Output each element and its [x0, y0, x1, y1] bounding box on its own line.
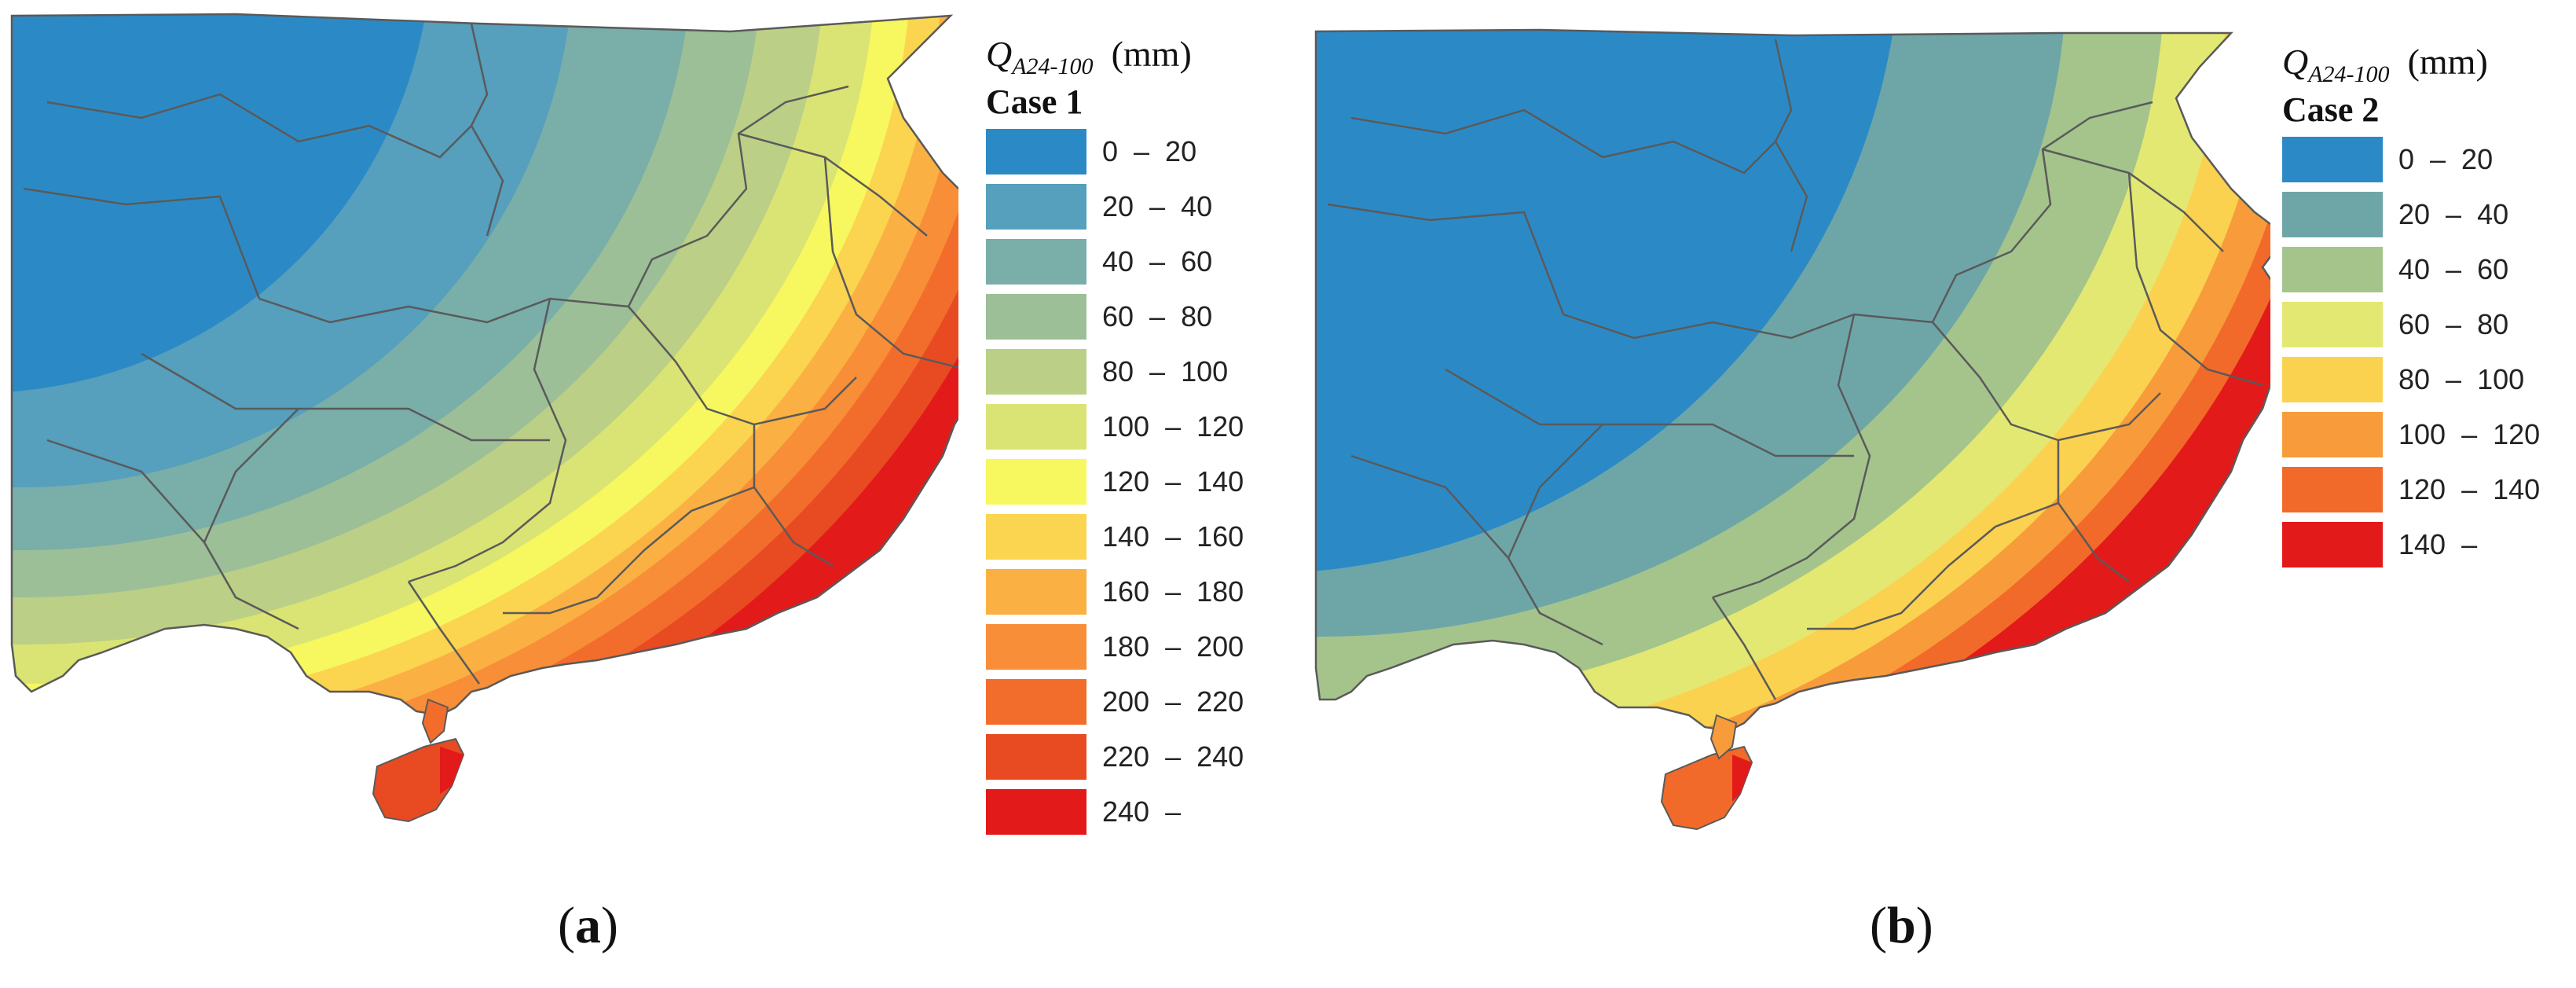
legend-range-label: 0 – 20 — [1102, 135, 1197, 167]
legend-title: QA24-100 (mm) — [986, 34, 1192, 80]
legend-range-label: 0 – 20 — [2398, 143, 2494, 175]
legend-swatch — [2282, 137, 2383, 182]
legend-range-label: 20 – 40 — [2398, 198, 2509, 230]
legend-range-label: 40 – 60 — [1102, 245, 1213, 277]
legend-entry: 180 – 200 — [986, 619, 1244, 674]
legend-range-label: 240 – — [1102, 795, 1182, 828]
legend-swatch — [986, 679, 1086, 725]
legend-entry: 100 – 120 — [986, 399, 1244, 454]
legend-swatch — [986, 239, 1086, 285]
legend-rows: 0 – 20 20 – 40 40 – 60 60 – 80 80 – 100 100 –… — [986, 124, 1244, 839]
legend-swatch — [986, 569, 1086, 615]
legend-entry: 200 – 220 — [986, 674, 1244, 729]
legend-entry: 40 – 60 — [2282, 242, 2540, 297]
legend-swatch — [2282, 412, 2383, 457]
legend-entry: 80 – 100 — [2282, 352, 2540, 407]
legend-range-label: 120 – 140 — [2398, 473, 2541, 505]
legend-range-label: 200 – 220 — [1102, 685, 1244, 718]
legend-range-label: 140 – — [2398, 528, 2478, 560]
legend-range-label: 100 – 120 — [1102, 410, 1244, 443]
rainfall-map-case-2 — [1314, 28, 2270, 831]
legend-range-label: 160 – 180 — [1102, 575, 1244, 608]
legend-entry: 220 – 240 — [986, 729, 1244, 784]
legend-case-label: Case 1 — [986, 83, 1083, 121]
legend-entry: 0 – 20 — [986, 124, 1244, 179]
legend-title: QA24-100 (mm) — [2282, 42, 2488, 88]
legend-swatch — [986, 459, 1086, 505]
legend-swatch — [986, 789, 1086, 835]
legend-entry: 80 – 100 — [986, 344, 1244, 399]
legend-entry: 120 – 140 — [2282, 462, 2540, 517]
panel-b: QA24-100 (mm) Case 2 0 – 20 20 – 40 40 – 6… — [1288, 0, 2576, 988]
legend-swatch — [986, 624, 1086, 670]
legend-range-label: 60 – 80 — [2398, 308, 2509, 340]
legend-entry: 140 – — [2282, 517, 2540, 572]
legend-swatch — [986, 184, 1086, 230]
legend-rows: 0 – 20 20 – 40 40 – 60 60 – 80 80 – 100 100 –… — [2282, 132, 2540, 572]
legend-range-label: 80 – 100 — [1102, 355, 1229, 387]
legend: QA24-100 (mm) Case 1 0 – 20 20 – 40 40 – 6… — [986, 33, 1244, 839]
legend-range-label: 60 – 80 — [1102, 300, 1213, 332]
legend-range-label: 40 – 60 — [2398, 253, 2509, 285]
legend-entry: 20 – 40 — [2282, 187, 2540, 242]
legend-swatch — [2282, 357, 2383, 402]
legend-range-label: 80 – 100 — [2398, 363, 2525, 395]
legend-entry: 140 – 160 — [986, 509, 1244, 564]
panel-a: QA24-100 (mm) Case 1 0 – 20 20 – 40 40 – 6… — [10, 13, 1244, 954]
legend-range-label: 140 – 160 — [1102, 520, 1244, 553]
legend-entry: 240 – — [986, 784, 1244, 839]
rainfall-map-case-1 — [10, 13, 958, 823]
panel-caption: (b) — [1870, 897, 1933, 954]
legend-entry: 60 – 80 — [2282, 297, 2540, 352]
legend-entry: 120 – 140 — [986, 454, 1244, 509]
legend-range-label: 20 – 40 — [1102, 190, 1213, 222]
legend-range-label: 180 – 200 — [1102, 630, 1244, 663]
legend-entry: 20 – 40 — [986, 179, 1244, 234]
legend-swatch — [2282, 192, 2383, 237]
legend-swatch — [986, 349, 1086, 395]
legend-swatch — [2282, 467, 2383, 512]
legend-range-label: 220 – 240 — [1102, 740, 1244, 773]
legend-swatch — [2282, 247, 2383, 292]
legend-case-label: Case 2 — [2282, 90, 2380, 129]
legend-entry: 100 – 120 — [2282, 407, 2540, 462]
legend-range-label: 100 – 120 — [2398, 418, 2541, 450]
legend-swatch — [2282, 302, 2383, 347]
legend-swatch — [986, 514, 1086, 560]
legend-swatch — [986, 734, 1086, 780]
legend-swatch — [986, 129, 1086, 174]
legend-entry: 40 – 60 — [986, 234, 1244, 289]
legend-entry: 0 – 20 — [2282, 132, 2540, 187]
legend-swatch — [986, 404, 1086, 450]
legend-swatch — [2282, 522, 2383, 567]
legend-range-label: 120 – 140 — [1102, 465, 1244, 498]
legend-entry: 160 – 180 — [986, 564, 1244, 619]
legend-swatch — [986, 294, 1086, 340]
legend-entry: 60 – 80 — [986, 289, 1244, 344]
panel-caption: (a) — [558, 897, 618, 954]
legend: QA24-100 (mm) Case 2 0 – 20 20 – 40 40 – 6… — [2282, 41, 2540, 572]
